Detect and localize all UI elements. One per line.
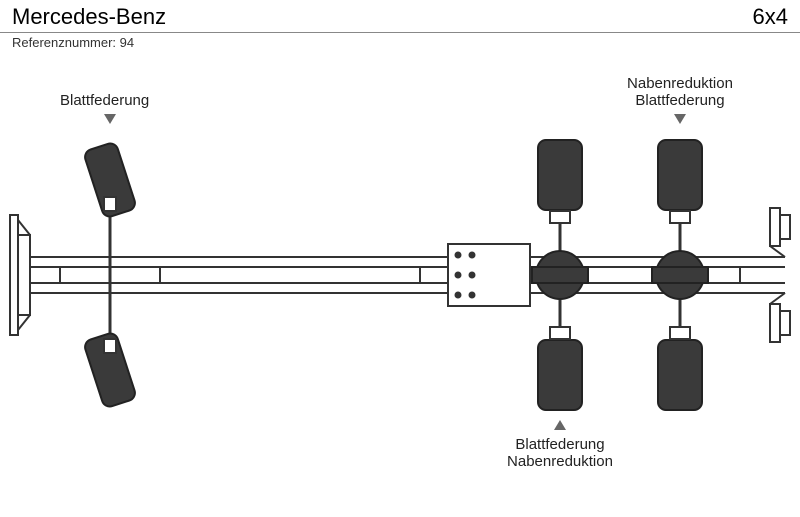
rear-axle-1	[532, 140, 588, 410]
header-bar: Mercedes-Benz 6x4	[0, 0, 800, 33]
chassis-svg	[0, 60, 800, 512]
rear-bottom-arrow-icon	[554, 420, 566, 430]
rear-top-label: Nabenreduktion Blattfederung	[600, 75, 760, 109]
rear-top-line1: Nabenreduktion	[600, 75, 760, 92]
chassis-diagram: Blattfederung Nabenreduktion Blattfederu…	[0, 60, 800, 512]
rear-top-arrow-icon	[674, 114, 686, 124]
rear-bottom-line1: Blattfederung	[480, 436, 640, 453]
ref-value: 94	[120, 35, 134, 50]
rear-top-line2: Blattfederung	[600, 92, 760, 109]
reference-line: Referenznummer: 94	[0, 33, 800, 52]
rear-axle-2	[652, 140, 708, 410]
front-arrow-icon	[104, 114, 116, 124]
ref-label: Referenznummer:	[12, 35, 116, 50]
page-title: Mercedes-Benz	[12, 4, 166, 30]
front-bumper	[10, 215, 30, 335]
rear-brackets	[770, 208, 790, 342]
front-axle-label: Blattfederung	[60, 92, 149, 109]
front-axle	[83, 141, 137, 408]
transfer-box	[448, 244, 530, 306]
rear-bottom-label: Blattfederung Nabenreduktion	[480, 436, 640, 470]
axle-config: 6x4	[753, 4, 788, 30]
rear-bottom-line2: Nabenreduktion	[480, 453, 640, 470]
